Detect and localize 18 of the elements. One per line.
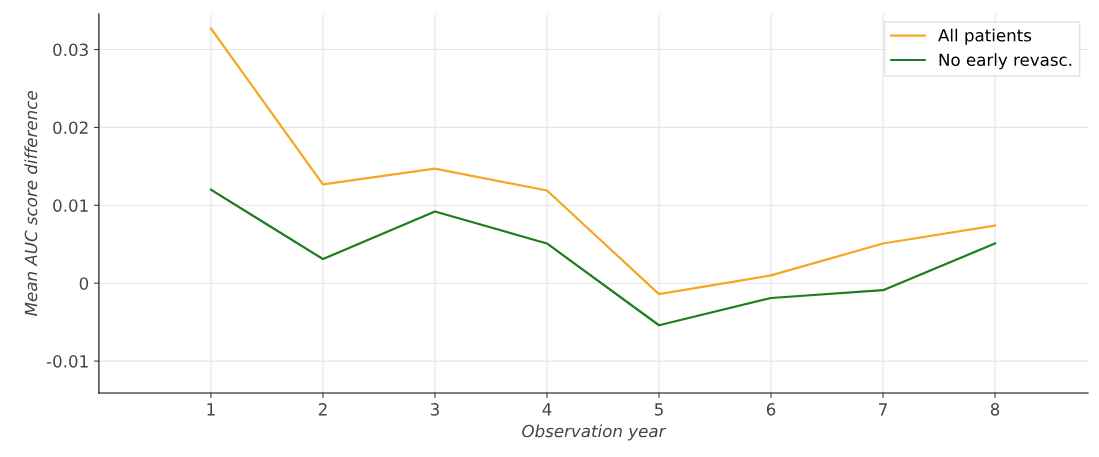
legend-label: All patients xyxy=(938,28,1032,45)
y-tick-label: 0.03 xyxy=(53,43,88,57)
line-series xyxy=(209,188,997,327)
x-tick-label: 6 xyxy=(766,403,776,416)
x-tick-label: 7 xyxy=(879,403,887,416)
x-tick-label: 5 xyxy=(654,403,663,416)
y-tick-label: 0.02 xyxy=(53,121,88,134)
legend-label: No early revasc. xyxy=(939,53,1072,70)
y-axis-title: Mean AUC score difference xyxy=(24,91,38,316)
x-tick-label: 3 xyxy=(430,403,439,416)
x-tick-label: 1 xyxy=(207,403,215,416)
y-tick-label: 0 xyxy=(79,277,89,290)
x-axis-title: Observation year xyxy=(522,424,667,441)
x-tick-label: 8 xyxy=(990,403,1000,416)
x-tick-label: 4 xyxy=(542,403,552,416)
y-tick-label: 0.01 xyxy=(53,199,88,212)
x-tick-label: 2 xyxy=(318,403,327,416)
y-tick-label: -0.01 xyxy=(46,355,88,368)
